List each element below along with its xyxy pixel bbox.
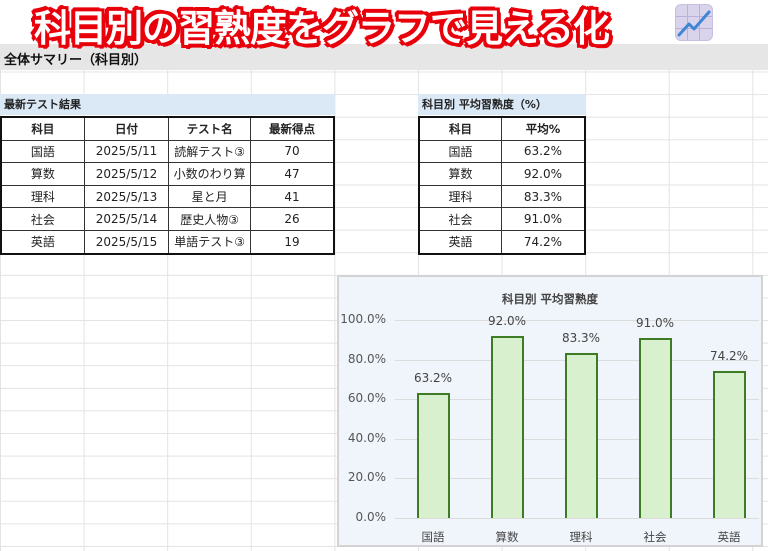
table-cell[interactable]: 2025/5/14 xyxy=(83,207,170,231)
table-cell[interactable]: 英語 xyxy=(0,229,85,255)
bar[interactable] xyxy=(417,392,450,518)
table-cell[interactable]: 41 xyxy=(250,184,335,209)
table-row: 国語 2025/5/11 読解テスト③ 70 xyxy=(0,139,335,164)
table-header-row: 科目 平均% xyxy=(418,116,586,141)
y-axis-tick: 20.0% xyxy=(347,470,386,485)
bar[interactable] xyxy=(491,335,524,518)
data-label: 91.0% xyxy=(635,315,675,330)
banner-title: 科目別の習熟度をグラフで見える化 xyxy=(34,7,610,50)
y-axis-tick: 100.0% xyxy=(340,312,386,326)
table-row: 算数 92.0% xyxy=(418,162,586,186)
y-axis-tick: 60.0% xyxy=(347,391,386,406)
x-axis-tick: 算数 xyxy=(495,530,519,544)
chart-title: 科目別 平均習熟度 xyxy=(501,292,598,306)
table-row: 理科 2025/5/13 星と月 41 xyxy=(0,184,335,209)
column-header: 科目 xyxy=(418,116,502,141)
table-cell[interactable]: 算数 xyxy=(418,162,502,186)
table-cell[interactable]: 26 xyxy=(250,207,335,231)
column-header: 最新得点 xyxy=(250,116,335,141)
latest-tests-heading: 最新テスト結果 xyxy=(0,94,335,115)
bar[interactable] xyxy=(713,371,746,518)
table-cell[interactable]: 63.2% xyxy=(500,139,586,164)
table-cell[interactable]: 83.3% xyxy=(500,184,586,209)
table-cell[interactable]: 歴史人物③ xyxy=(168,207,252,231)
gridline xyxy=(395,518,759,519)
table-cell[interactable]: 国語 xyxy=(0,139,85,164)
table-cell[interactable]: 小数のわり算 xyxy=(168,162,252,186)
y-axis-tick: 80.0% xyxy=(347,351,386,366)
data-label: 63.2% xyxy=(413,370,453,385)
table-cell[interactable]: 2025/5/12 xyxy=(83,162,170,186)
table-cell[interactable]: 2025/5/13 xyxy=(83,184,170,209)
table-row: 英語 74.2% xyxy=(418,229,586,255)
chart-increasing-icon xyxy=(675,4,713,41)
table-cell[interactable]: 読解テスト③ xyxy=(168,139,252,164)
table-row: 国語 63.2% xyxy=(418,139,586,164)
table-row: 理科 83.3% xyxy=(418,184,586,209)
column-header: 日付 xyxy=(83,116,170,141)
bar[interactable] xyxy=(639,337,672,518)
column-header: 平均% xyxy=(500,116,586,141)
x-axis-tick: 英語 xyxy=(717,530,741,544)
y-axis-tick: 40.0% xyxy=(347,430,386,445)
x-axis-tick: 理科 xyxy=(569,530,593,544)
avg-mastery-table: 科目 平均% 国語 63.2% 算数 92.0% 理科 83.3% 社会 91.… xyxy=(418,116,586,255)
latest-tests-table: 科目 日付 テスト名 最新得点 国語 2025/5/11 読解テスト③ 70 算… xyxy=(0,116,335,255)
table-cell[interactable]: 国語 xyxy=(418,139,502,164)
table-row: 算数 2025/5/12 小数のわり算 47 xyxy=(0,162,335,186)
table-cell[interactable]: 社会 xyxy=(418,207,502,231)
data-label: 74.2% xyxy=(709,349,749,364)
table-cell[interactable]: 星と月 xyxy=(168,184,252,209)
gridline xyxy=(395,320,759,321)
data-label: 83.3% xyxy=(561,331,601,346)
table-cell[interactable]: 70 xyxy=(250,139,335,164)
bar-chart[interactable]: 科目別 平均習熟度 0.0% 20.0% 40.0% 60.0% 80.0% 100.0%… xyxy=(337,275,763,547)
table-row: 社会 2025/5/14 歴史人物③ 26 xyxy=(0,207,335,231)
table-cell[interactable]: 英語 xyxy=(418,229,502,255)
table-cell[interactable]: 74.2% xyxy=(500,229,586,255)
avg-table-heading: 科目別 平均習熟度（%） xyxy=(418,94,586,115)
data-label: 92.0% xyxy=(487,313,527,328)
table-cell[interactable]: 19 xyxy=(250,229,335,255)
table-cell[interactable]: 92.0% xyxy=(500,162,586,186)
x-axis-tick: 国語 xyxy=(421,530,445,544)
y-axis-tick: 0.0% xyxy=(355,510,387,524)
summary-title: 全体サマリー（科目別） xyxy=(4,53,148,68)
table-cell[interactable]: 2025/5/11 xyxy=(83,139,170,164)
table-row: 英語 2025/5/15 単語テスト③ 19 xyxy=(0,229,335,255)
table-cell[interactable]: 47 xyxy=(250,162,335,186)
column-header: 科目 xyxy=(0,116,85,141)
table-cell[interactable]: 社会 xyxy=(0,207,85,231)
bar[interactable] xyxy=(565,353,598,518)
table-cell[interactable]: 91.0% xyxy=(500,207,586,231)
table-cell[interactable]: 理科 xyxy=(0,184,85,209)
table-cell[interactable]: 単語テスト③ xyxy=(168,229,252,255)
table-row: 社会 91.0% xyxy=(418,207,586,231)
summary-header: 全体サマリー（科目別） xyxy=(0,44,768,70)
column-header: テスト名 xyxy=(168,116,252,141)
x-axis-tick: 社会 xyxy=(643,530,667,544)
table-cell[interactable]: 算数 xyxy=(0,162,85,186)
table-cell[interactable]: 2025/5/15 xyxy=(83,229,170,255)
table-header-row: 科目 日付 テスト名 最新得点 xyxy=(0,116,335,141)
title-banner: 科目別の習熟度をグラフで見える化 xyxy=(0,0,768,50)
table-cell[interactable]: 理科 xyxy=(418,184,502,209)
